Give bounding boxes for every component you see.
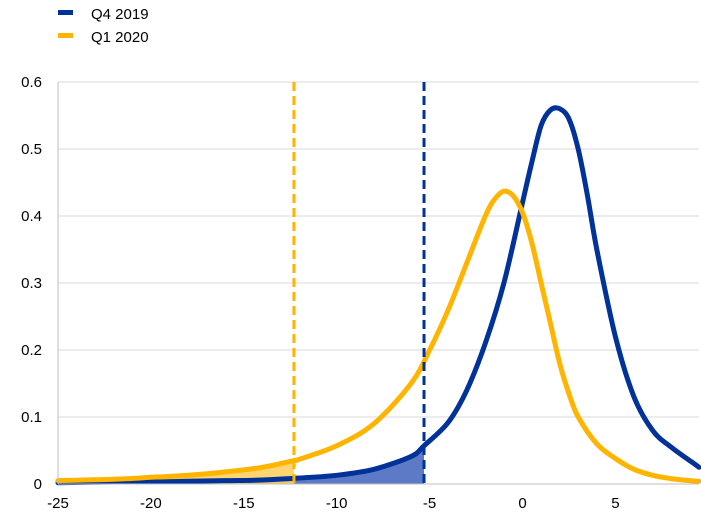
y-tick-label-2: 0.2 [21,342,42,359]
y-tick-labels: 0 0.1 0.2 0.3 0.4 0.5 0.6 [21,74,42,493]
y-tick-label-1: 0.1 [21,409,42,426]
series-line-1 [55,188,701,484]
y-tick-label-5: 0.5 [21,141,42,158]
series-line-0 [55,105,701,486]
tail-area-0 [58,445,424,484]
x-tick-label-0: -25 [47,495,69,512]
x-tick-label-4: -5 [423,495,436,512]
x-tick-label-1: -20 [140,495,162,512]
x-tick-label-3: -10 [326,495,348,512]
legend-swatch-q4-2019 [58,10,73,15]
x-tick-label-5: 0 [518,495,526,512]
y-tick-label-4: 0.4 [21,208,42,225]
marker-lines [292,82,426,484]
legend-label-q4-2019: Q4 2019 [91,6,149,23]
x-tick-label-6: 5 [611,495,619,512]
x-tick-label-2: -15 [233,495,255,512]
legend-swatch-q1-2020 [58,33,73,38]
chart-legend: Q4 2019 Q1 2020 [58,6,149,46]
y-tick-label-3: 0.3 [21,275,42,292]
axes [57,82,699,485]
y-tick-label-6: 0.6 [21,74,42,91]
x-tick-labels: -25 -20 -15 -10 -5 0 5 [47,495,619,512]
series-lines [55,105,701,486]
y-tick-label-0: 0 [34,476,42,493]
gridlines [58,81,699,418]
legend-label-q1-2020: Q1 2020 [91,29,149,46]
